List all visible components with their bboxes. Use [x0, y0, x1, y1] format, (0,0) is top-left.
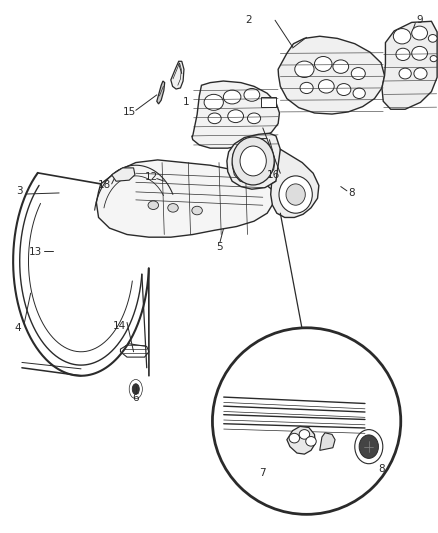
- Ellipse shape: [295, 61, 314, 77]
- Ellipse shape: [204, 94, 223, 110]
- Ellipse shape: [286, 184, 305, 205]
- Ellipse shape: [306, 437, 316, 446]
- Ellipse shape: [351, 68, 365, 79]
- Ellipse shape: [412, 46, 427, 60]
- Ellipse shape: [359, 435, 378, 458]
- Ellipse shape: [208, 113, 221, 124]
- Text: 5: 5: [216, 242, 223, 252]
- Ellipse shape: [300, 82, 313, 94]
- Ellipse shape: [279, 176, 312, 213]
- Ellipse shape: [244, 88, 260, 101]
- Text: 3: 3: [16, 186, 23, 196]
- Text: 15: 15: [123, 107, 136, 117]
- Ellipse shape: [399, 68, 411, 79]
- Polygon shape: [227, 133, 284, 189]
- Ellipse shape: [132, 384, 139, 394]
- Ellipse shape: [428, 35, 437, 42]
- Polygon shape: [192, 81, 279, 148]
- Ellipse shape: [228, 110, 244, 123]
- Polygon shape: [157, 81, 165, 104]
- Polygon shape: [382, 21, 437, 109]
- Ellipse shape: [232, 137, 274, 185]
- Ellipse shape: [299, 430, 310, 439]
- Polygon shape: [112, 168, 135, 181]
- Ellipse shape: [333, 60, 349, 74]
- Polygon shape: [171, 61, 184, 89]
- Ellipse shape: [337, 84, 351, 95]
- Polygon shape: [271, 149, 319, 217]
- Text: 1: 1: [183, 98, 190, 107]
- Ellipse shape: [148, 201, 159, 209]
- Ellipse shape: [396, 48, 410, 61]
- Text: 16: 16: [267, 170, 280, 180]
- Ellipse shape: [318, 79, 334, 93]
- Ellipse shape: [412, 26, 427, 40]
- Polygon shape: [261, 97, 276, 107]
- Polygon shape: [287, 426, 315, 454]
- Text: 14: 14: [113, 321, 126, 331]
- Text: 13: 13: [29, 247, 42, 256]
- Ellipse shape: [212, 328, 401, 514]
- Polygon shape: [278, 36, 385, 114]
- Polygon shape: [96, 160, 274, 237]
- Text: 12: 12: [145, 172, 158, 182]
- Text: 18: 18: [98, 181, 111, 190]
- Ellipse shape: [240, 146, 266, 176]
- Ellipse shape: [223, 90, 241, 104]
- Ellipse shape: [353, 88, 365, 99]
- Ellipse shape: [414, 68, 427, 79]
- Text: 8: 8: [378, 464, 385, 474]
- Text: 8: 8: [348, 188, 355, 198]
- Ellipse shape: [393, 29, 411, 44]
- Ellipse shape: [430, 55, 437, 62]
- Text: 7: 7: [259, 469, 266, 478]
- Text: 9: 9: [416, 15, 423, 25]
- Ellipse shape: [289, 433, 300, 443]
- Polygon shape: [320, 433, 335, 450]
- Ellipse shape: [314, 56, 332, 71]
- Ellipse shape: [247, 113, 261, 124]
- Text: 6: 6: [132, 393, 139, 402]
- Ellipse shape: [168, 204, 178, 212]
- Ellipse shape: [192, 206, 202, 215]
- Text: 2: 2: [245, 15, 252, 25]
- Text: 4: 4: [14, 323, 21, 333]
